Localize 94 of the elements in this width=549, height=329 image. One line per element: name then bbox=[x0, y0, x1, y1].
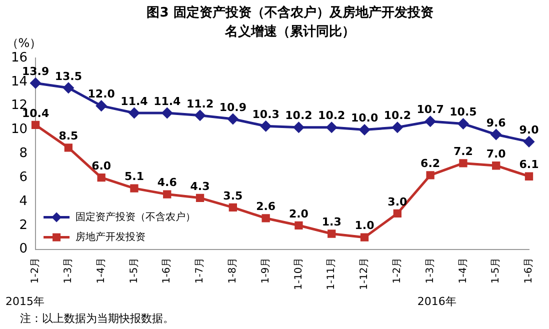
y-tick-label: 4 bbox=[19, 194, 28, 209]
point bbox=[524, 136, 534, 147]
data-label: 6.0 bbox=[92, 159, 112, 172]
chart-subtitle: 名义增速（累计同比） bbox=[224, 23, 355, 40]
y-tick-label: 14 bbox=[10, 74, 28, 90]
text: 注：以上数据为当期快报数据。 bbox=[20, 312, 174, 325]
point bbox=[31, 120, 40, 130]
data-label: 10.2 bbox=[285, 109, 312, 122]
x-tick-label: 1-4月 bbox=[458, 257, 469, 284]
y-axis-title: （%） bbox=[6, 36, 42, 50]
x-tick-label: 1-2月 bbox=[30, 257, 42, 284]
point bbox=[196, 194, 204, 202]
x-tick-label: 1-10月 bbox=[293, 257, 304, 290]
point bbox=[228, 114, 238, 124]
y-tick-label: 16 bbox=[10, 50, 28, 66]
y-tick-label: 8 bbox=[19, 146, 28, 162]
x-tick-label: 1-4月 bbox=[96, 257, 107, 284]
point bbox=[228, 203, 238, 212]
point bbox=[64, 144, 73, 152]
x-tick-label: 1-5月 bbox=[128, 257, 140, 284]
data-label: 10.2 bbox=[318, 109, 346, 122]
text: 2015年 bbox=[6, 294, 45, 308]
text: 2016年 bbox=[417, 294, 456, 308]
point bbox=[96, 100, 107, 112]
point bbox=[392, 122, 403, 133]
data-label: 1.3 bbox=[322, 216, 342, 229]
x-tick-label: 1-12月 bbox=[359, 257, 370, 290]
point bbox=[293, 122, 304, 133]
data-label: 5.1 bbox=[124, 170, 144, 184]
legend-label: 固定资产投资（不含农户） bbox=[76, 210, 196, 223]
x-tick-label: 1-3月 bbox=[63, 257, 74, 284]
x-tick-label: 1-11月 bbox=[326, 257, 338, 290]
data-label: 2.0 bbox=[288, 207, 309, 220]
chart-title: 图3 固定资产投资（不含农户）及房地产开发投资 bbox=[146, 4, 434, 20]
data-label: 6.2 bbox=[420, 157, 440, 170]
point bbox=[97, 173, 106, 182]
data-label: 10.3 bbox=[252, 108, 280, 122]
point bbox=[328, 230, 336, 238]
y-tick-label: 0 bbox=[19, 242, 28, 257]
data-label: 10.0 bbox=[350, 112, 378, 125]
x-tick-label: 1-5月 bbox=[490, 257, 502, 284]
point bbox=[459, 159, 468, 168]
data-label: 2.6 bbox=[256, 200, 276, 214]
point bbox=[425, 116, 436, 127]
x-tick-label: 1-9月 bbox=[260, 257, 272, 284]
point bbox=[359, 124, 370, 135]
data-label: 11.4 bbox=[154, 94, 182, 108]
data-label: 10.9 bbox=[219, 100, 246, 114]
data-label: 9.6 bbox=[486, 116, 506, 130]
x-tick-label: 1-6月 bbox=[524, 257, 535, 284]
point bbox=[360, 233, 369, 242]
data-label: 1.0 bbox=[354, 219, 375, 232]
point bbox=[492, 162, 500, 170]
point bbox=[163, 190, 172, 198]
point bbox=[326, 122, 337, 133]
data-label: 3.0 bbox=[388, 195, 408, 208]
point bbox=[63, 82, 74, 94]
point bbox=[426, 171, 434, 180]
point bbox=[128, 108, 140, 118]
x-tick-label: 1-8月 bbox=[228, 257, 239, 284]
point bbox=[260, 120, 272, 132]
point bbox=[194, 110, 206, 121]
data-label: 4.6 bbox=[157, 176, 178, 190]
y-tick-label: 2 bbox=[19, 218, 28, 233]
y-tick-label: 6 bbox=[19, 170, 28, 185]
point bbox=[130, 184, 138, 192]
data-label: 3.5 bbox=[223, 189, 243, 202]
y-tick-label: 10 bbox=[10, 122, 28, 138]
data-label: 11.4 bbox=[120, 94, 148, 108]
x-tick-label: 1-3月 bbox=[424, 257, 436, 284]
data-label: 10.5 bbox=[450, 106, 477, 119]
point bbox=[162, 108, 172, 118]
data-label: 11.2 bbox=[186, 97, 214, 110]
x-tick-label: 1-2月 bbox=[392, 257, 404, 284]
point bbox=[294, 221, 303, 230]
data-label: 4.3 bbox=[190, 180, 210, 193]
legend-label: 房地产开发投资 bbox=[76, 230, 146, 243]
x-tick-label: 1-6月 bbox=[162, 257, 173, 284]
data-label: 6.1 bbox=[519, 158, 539, 172]
data-label: 10.2 bbox=[384, 109, 411, 122]
data-label: 7.2 bbox=[453, 145, 473, 158]
data-label: 7.0 bbox=[486, 147, 506, 160]
data-label: 13.5 bbox=[54, 70, 82, 83]
data-label: 9.0 bbox=[519, 124, 540, 137]
data-label: 12.0 bbox=[88, 88, 116, 101]
data-label: 8.5 bbox=[58, 130, 78, 143]
point bbox=[524, 172, 534, 180]
point bbox=[262, 214, 270, 222]
x-tick-label: 1-7月 bbox=[194, 257, 206, 284]
data-label: 10.7 bbox=[416, 103, 444, 116]
point bbox=[393, 209, 402, 218]
point bbox=[458, 118, 468, 130]
point bbox=[30, 78, 41, 88]
point bbox=[490, 129, 502, 140]
